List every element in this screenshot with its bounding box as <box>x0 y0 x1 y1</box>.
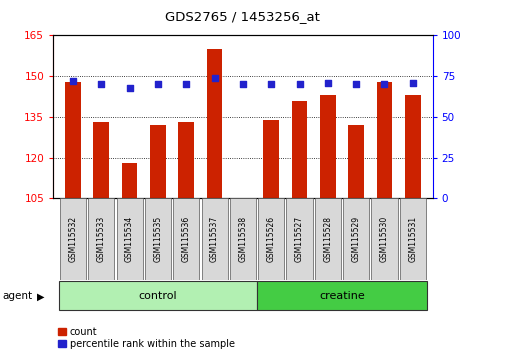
Text: GSM115537: GSM115537 <box>210 216 219 262</box>
FancyBboxPatch shape <box>342 198 369 280</box>
Text: GDS2765 / 1453256_at: GDS2765 / 1453256_at <box>165 10 320 23</box>
Bar <box>65 81 81 198</box>
Text: GSM115533: GSM115533 <box>96 216 106 262</box>
FancyBboxPatch shape <box>116 198 142 280</box>
Bar <box>235 198 250 201</box>
Text: GSM115528: GSM115528 <box>323 216 332 262</box>
Bar <box>93 122 109 198</box>
Text: GSM115535: GSM115535 <box>153 216 162 262</box>
FancyBboxPatch shape <box>173 198 199 280</box>
Point <box>238 81 246 87</box>
Text: GSM115530: GSM115530 <box>379 216 388 262</box>
Legend: count, percentile rank within the sample: count, percentile rank within the sample <box>58 327 234 349</box>
Text: GSM115531: GSM115531 <box>408 216 417 262</box>
Point <box>408 80 416 85</box>
Point <box>210 75 218 81</box>
Text: control: control <box>138 291 177 301</box>
Bar <box>150 125 165 198</box>
Bar <box>376 81 391 198</box>
Text: GSM115529: GSM115529 <box>351 216 360 262</box>
FancyBboxPatch shape <box>144 198 171 280</box>
FancyBboxPatch shape <box>314 198 340 280</box>
Point <box>295 81 303 87</box>
Text: GSM115526: GSM115526 <box>266 216 275 262</box>
Point <box>125 85 133 90</box>
Bar <box>291 101 307 198</box>
Point <box>154 81 162 87</box>
Point <box>380 81 388 87</box>
Point <box>69 78 77 84</box>
Bar <box>404 95 420 198</box>
FancyBboxPatch shape <box>88 198 114 280</box>
FancyBboxPatch shape <box>201 198 227 280</box>
Point <box>351 81 360 87</box>
Text: GSM115538: GSM115538 <box>238 216 247 262</box>
Text: GSM115527: GSM115527 <box>294 216 304 262</box>
Point <box>97 81 105 87</box>
Text: agent: agent <box>3 291 33 301</box>
Text: ▶: ▶ <box>37 292 44 302</box>
FancyBboxPatch shape <box>258 198 284 280</box>
Bar <box>263 120 278 198</box>
Text: GSM115536: GSM115536 <box>181 216 190 262</box>
Bar <box>320 95 335 198</box>
Text: GSM115534: GSM115534 <box>125 216 134 262</box>
Text: creatine: creatine <box>319 291 364 301</box>
FancyBboxPatch shape <box>59 281 257 310</box>
Point <box>323 80 331 85</box>
Text: GSM115532: GSM115532 <box>68 216 77 262</box>
Bar <box>122 163 137 198</box>
Point <box>182 81 190 87</box>
FancyBboxPatch shape <box>399 198 425 280</box>
FancyBboxPatch shape <box>229 198 256 280</box>
Bar <box>178 122 193 198</box>
FancyBboxPatch shape <box>60 198 86 280</box>
Point <box>267 81 275 87</box>
Bar <box>207 49 222 198</box>
FancyBboxPatch shape <box>286 198 312 280</box>
FancyBboxPatch shape <box>371 198 397 280</box>
Bar <box>347 125 363 198</box>
FancyBboxPatch shape <box>257 281 426 310</box>
